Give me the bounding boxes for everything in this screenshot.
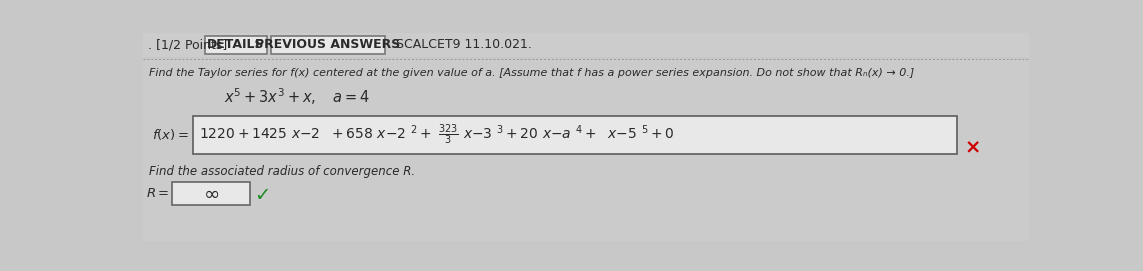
Text: PREVIOUS ANSWERS: PREVIOUS ANSWERS [256, 38, 401, 51]
FancyBboxPatch shape [205, 36, 266, 54]
Text: $1220 + 1425\ x{-}2\ \ +658\ x{-}2\ ^{2}+\ \frac{323}{3}\ x{-}3\ ^{3}+20\ x{-}a\: $1220 + 1425\ x{-}2\ \ +658\ x{-}2\ ^{2}… [199, 123, 674, 147]
FancyBboxPatch shape [271, 36, 385, 54]
Text: Find the associated radius of convergence R.: Find the associated radius of convergenc… [149, 165, 415, 178]
Text: $R =$: $R =$ [146, 187, 169, 200]
Text: $x^5 + 3x^3 + x, \quad a = 4$: $x^5 + 3x^3 + x, \quad a = 4$ [224, 86, 370, 107]
FancyBboxPatch shape [193, 116, 957, 154]
Text: $\infty$: $\infty$ [203, 184, 219, 203]
Text: . [1/2 Points]: . [1/2 Points] [147, 38, 226, 51]
FancyBboxPatch shape [173, 182, 250, 205]
Text: ×: × [965, 138, 981, 157]
Text: Find the Taylor series for f(x) centered at the given value of a. [Assume that f: Find the Taylor series for f(x) centered… [149, 68, 914, 78]
Text: DETAILS: DETAILS [207, 38, 265, 51]
FancyBboxPatch shape [143, 59, 1029, 241]
FancyBboxPatch shape [143, 33, 1029, 57]
Text: ✓: ✓ [255, 186, 271, 205]
Text: SCALCET9 11.10.021.: SCALCET9 11.10.021. [397, 38, 533, 51]
Text: $f(x) =$: $f(x) =$ [152, 127, 190, 143]
